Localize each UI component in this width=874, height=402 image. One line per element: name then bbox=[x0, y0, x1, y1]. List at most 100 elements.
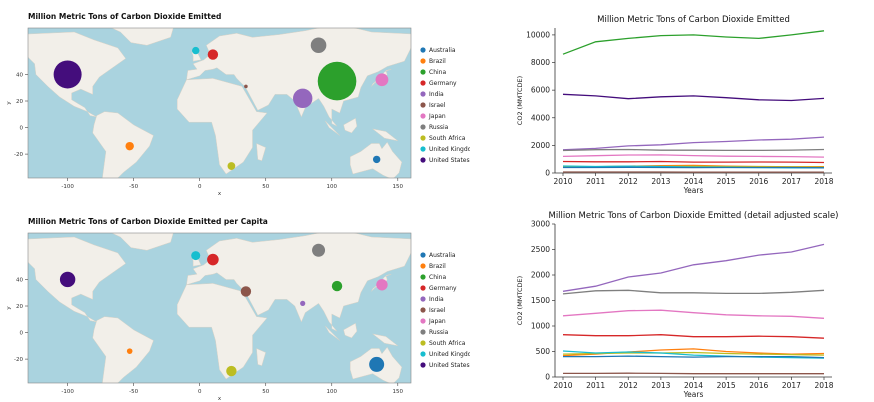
legend-marker-united-kingdom bbox=[420, 146, 426, 152]
land-shape bbox=[343, 322, 358, 339]
legend-marker-germany bbox=[420, 285, 426, 291]
legend-label-australia: Australia bbox=[429, 47, 456, 54]
legend-label-brazil: Brazil bbox=[429, 263, 446, 270]
land-shape bbox=[111, 28, 174, 46]
x-tick-label: 50 bbox=[262, 389, 269, 395]
y-tick-label: 1500 bbox=[531, 296, 550, 305]
x-tick-label: 2013 bbox=[651, 381, 670, 390]
x-tick-label: 100 bbox=[327, 184, 338, 190]
x-tick-label: 2014 bbox=[684, 177, 703, 186]
bubble-brazil bbox=[125, 141, 134, 151]
legend-label-india: India bbox=[429, 296, 444, 303]
series-line-united-states bbox=[562, 93, 825, 102]
chart-title: Million Metric Tons of Carbon Dioxide Em… bbox=[597, 15, 790, 25]
x-tick-label: 2018 bbox=[814, 381, 833, 390]
bubble-russia bbox=[312, 243, 326, 257]
legend-marker-united-states bbox=[420, 362, 426, 368]
x-axis-label: x bbox=[218, 396, 222, 402]
y-tick-label: 0 bbox=[545, 169, 550, 178]
legend-label-russia: Russia bbox=[429, 329, 449, 336]
plot-frame bbox=[27, 232, 412, 384]
x-tick-label: 150 bbox=[393, 184, 404, 190]
y-tick-label: 40 bbox=[16, 277, 23, 283]
legend-label-united-states: United States bbox=[429, 362, 470, 369]
x-tick-label: 2010 bbox=[553, 177, 572, 186]
x-tick-label: 0 bbox=[198, 389, 202, 395]
y-tick-label: 8000 bbox=[531, 58, 550, 67]
x-tick-label: 2016 bbox=[749, 381, 768, 390]
bubble-china bbox=[331, 280, 343, 292]
x-tick-label: 2018 bbox=[814, 177, 833, 186]
y-tick-label: 2000 bbox=[531, 141, 550, 150]
land-shape bbox=[324, 120, 340, 136]
legend-label-south-africa: South Africa bbox=[429, 135, 466, 142]
y-axis-label: CO2 (MMTCDE) bbox=[516, 76, 524, 125]
series-line-israel bbox=[563, 372, 824, 375]
legend-label-israel: Israel bbox=[429, 307, 446, 314]
chart-title: Million Metric Tons of Carbon Dioxide Em… bbox=[548, 211, 838, 221]
legend-label-india: India bbox=[429, 91, 444, 98]
legend-marker-united-kingdom bbox=[420, 351, 426, 357]
legend-marker-japan bbox=[420, 318, 426, 324]
x-tick-label: 2011 bbox=[586, 177, 605, 186]
bubble-united-kingdom bbox=[192, 46, 200, 55]
land-shape bbox=[324, 325, 340, 341]
series-line-germany bbox=[562, 160, 825, 164]
y-axis-label: CO2 (MMTCDE) bbox=[516, 276, 524, 325]
legend-marker-brazil bbox=[420, 263, 426, 269]
bubble-china bbox=[317, 61, 357, 101]
detail-line-chart: Million Metric Tons of Carbon Dioxide Em… bbox=[516, 211, 839, 399]
x-tick-label: 2016 bbox=[749, 177, 768, 186]
y-tick-label: 4000 bbox=[531, 113, 550, 122]
map-land-layer bbox=[28, 233, 411, 383]
legend-marker-south-africa bbox=[420, 135, 426, 141]
bubble-united-states bbox=[59, 271, 76, 288]
legend-label-japan: Japan bbox=[428, 318, 446, 325]
land-shape bbox=[372, 333, 398, 347]
emissions-map-chart: Million Metric Tons of Carbon Dioxide Em… bbox=[6, 12, 470, 195]
legend-label-germany: Germany bbox=[429, 285, 457, 292]
legend-label-united-kingdom: United Kingdom bbox=[429, 146, 470, 153]
legend-marker-united-states bbox=[420, 157, 426, 163]
series-line-japan bbox=[562, 309, 825, 319]
series-line-india bbox=[562, 243, 825, 292]
legend-label-russia: Russia bbox=[429, 124, 449, 131]
y-tick-label: 20 bbox=[16, 304, 23, 310]
x-tick-label: 2015 bbox=[717, 381, 736, 390]
legend-label-united-states: United States bbox=[429, 157, 470, 164]
x-axis-label: Years bbox=[683, 390, 704, 399]
land-shape bbox=[111, 233, 174, 251]
per-capita-map-chart: Million Metric Tons of Carbon Dioxide Em… bbox=[6, 217, 470, 402]
series-line-japan bbox=[562, 154, 825, 158]
bubble-japan bbox=[375, 73, 389, 87]
bubble-japan bbox=[376, 279, 388, 291]
land-shape bbox=[92, 316, 154, 383]
legend-marker-russia bbox=[420, 124, 426, 130]
x-tick-label: 2012 bbox=[619, 381, 638, 390]
x-tick-label: 2015 bbox=[717, 177, 736, 186]
y-tick-label: 500 bbox=[536, 347, 551, 356]
bubble-united-states bbox=[53, 60, 82, 89]
chart-title: Million Metric Tons of Carbon Dioxide Em… bbox=[28, 12, 221, 21]
legend-label-south-africa: South Africa bbox=[429, 340, 466, 347]
legend-label-united-kingdom: United Kingdom bbox=[429, 351, 470, 358]
legend-marker-germany bbox=[420, 80, 426, 86]
series-line-australia bbox=[563, 166, 825, 169]
y-tick-label: 0 bbox=[20, 331, 24, 337]
y-tick-label: 0 bbox=[20, 126, 24, 132]
x-tick-label: -50 bbox=[129, 184, 138, 190]
legend-marker-india bbox=[420, 296, 426, 302]
x-axis-label: Years bbox=[683, 186, 704, 195]
legend-marker-brazil bbox=[420, 58, 426, 64]
bubble-germany bbox=[207, 253, 219, 266]
x-tick-label: 50 bbox=[262, 184, 269, 190]
emissions-line-chart: Million Metric Tons of Carbon Dioxide Em… bbox=[516, 15, 834, 195]
series-line-china bbox=[562, 30, 825, 55]
legend-marker-south-africa bbox=[420, 340, 426, 346]
y-axis-label: y bbox=[6, 306, 12, 310]
legend-marker-israel bbox=[420, 102, 426, 108]
legend-label-israel: Israel bbox=[429, 102, 446, 109]
series-line-russia bbox=[562, 289, 825, 295]
bubble-south-africa bbox=[226, 365, 237, 377]
bubble-australia bbox=[372, 155, 381, 164]
